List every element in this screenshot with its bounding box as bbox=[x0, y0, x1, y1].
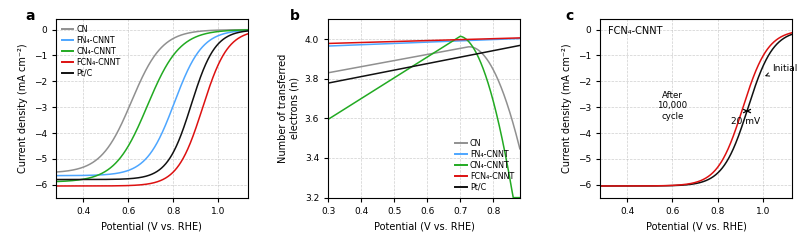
Text: After
10,000
cycle: After 10,000 cycle bbox=[658, 91, 687, 121]
Y-axis label: Number of transferred
electrons (n): Number of transferred electrons (n) bbox=[278, 54, 299, 163]
X-axis label: Potential (V vs. RHE): Potential (V vs. RHE) bbox=[374, 221, 474, 231]
Y-axis label: Current density (mA cm⁻²): Current density (mA cm⁻²) bbox=[18, 44, 28, 173]
Text: Initial: Initial bbox=[766, 64, 797, 76]
Text: b: b bbox=[290, 9, 300, 23]
Text: FCN₄-CNNT: FCN₄-CNNT bbox=[608, 27, 662, 36]
Text: c: c bbox=[566, 9, 574, 23]
Text: 20 mV: 20 mV bbox=[731, 118, 760, 127]
Y-axis label: Current density (mA cm⁻²): Current density (mA cm⁻²) bbox=[562, 44, 573, 173]
X-axis label: Potential (V vs. RHE): Potential (V vs. RHE) bbox=[646, 221, 746, 231]
Text: a: a bbox=[26, 9, 35, 23]
Legend: CN, FN₄-CNNT, CN₄-CNNT, FCN₄-CNNT, Pt/C: CN, FN₄-CNNT, CN₄-CNNT, FCN₄-CNNT, Pt/C bbox=[454, 137, 516, 194]
Legend: CN, FN₄-CNNT, CN₄-CNNT, FCN₄-CNNT, Pt/C: CN, FN₄-CNNT, CN₄-CNNT, FCN₄-CNNT, Pt/C bbox=[60, 23, 122, 80]
X-axis label: Potential (V vs. RHE): Potential (V vs. RHE) bbox=[102, 221, 202, 231]
